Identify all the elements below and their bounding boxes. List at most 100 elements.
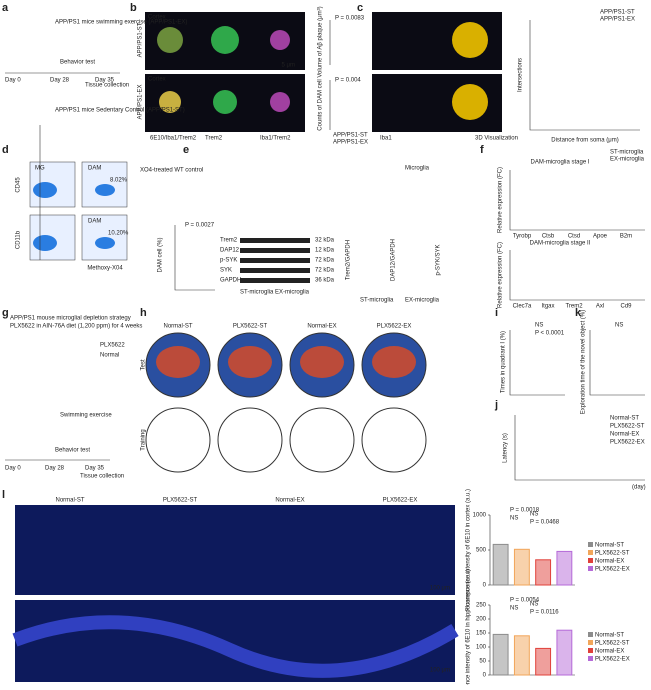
micrograph bbox=[15, 505, 455, 595]
axis bbox=[509, 330, 645, 396]
label: APP/PS1-EX bbox=[138, 84, 144, 119]
blot-band bbox=[240, 278, 310, 283]
label: Training bbox=[141, 429, 147, 450]
label: APP/PS1-EX bbox=[333, 140, 368, 146]
label: Trem2 bbox=[205, 136, 223, 142]
label: Day 28 bbox=[50, 78, 70, 84]
label: P = 0.004 bbox=[335, 78, 361, 84]
label: Intersections bbox=[518, 58, 524, 92]
legend-entry: PLX5622-EX bbox=[595, 657, 630, 663]
label: Trem2/GAPDH bbox=[346, 240, 352, 280]
label: 3D Visualization bbox=[475, 136, 518, 142]
legend-entry: Normal-ST bbox=[595, 633, 624, 639]
label: Volume of Aβ plaque (μm³) bbox=[318, 6, 324, 77]
label: Behavior test bbox=[55, 448, 90, 454]
stain bbox=[270, 30, 290, 50]
bar bbox=[513, 635, 530, 676]
label: (day) bbox=[632, 485, 646, 491]
panel-letter: k bbox=[575, 307, 582, 319]
label: XO4-treated WT control bbox=[140, 168, 203, 174]
label: 72 kDa bbox=[315, 268, 335, 274]
label: ST-microglia bbox=[360, 298, 394, 304]
heat bbox=[300, 346, 344, 378]
label: Iba1/Trem2 bbox=[260, 136, 291, 142]
label: Counts of DAM cell bbox=[318, 79, 324, 130]
y-tick-label: 50 bbox=[479, 659, 486, 665]
label: Methoxy-X04 bbox=[87, 266, 123, 272]
heatmaps bbox=[145, 332, 427, 473]
label: PLX5622-ST bbox=[610, 424, 645, 430]
label: GAPDH bbox=[220, 278, 241, 284]
legend-swatch bbox=[588, 558, 593, 563]
label: 36 kDa bbox=[315, 278, 335, 284]
y-tick-label: 150 bbox=[476, 631, 487, 637]
stain bbox=[213, 90, 237, 114]
label: DAM bbox=[88, 219, 101, 225]
bar bbox=[535, 559, 552, 586]
label: NS bbox=[615, 323, 623, 329]
label: 32 kDa bbox=[315, 238, 335, 244]
label: EX-microglia bbox=[610, 157, 645, 163]
y-tick-label: 0 bbox=[483, 673, 487, 679]
panel-letter: b bbox=[130, 2, 137, 14]
label: DAM cell (%) bbox=[158, 237, 164, 272]
y-axis-label: Fluorescence intensity of 6E10 in hippoc… bbox=[466, 569, 472, 685]
label: 12 kDa bbox=[315, 248, 335, 254]
label: Cortex bbox=[148, 15, 166, 21]
y-axis-label: Fluorescence intensity of 6E10 in cortex… bbox=[466, 489, 472, 611]
plaque bbox=[157, 27, 183, 53]
label: Test bbox=[141, 359, 147, 370]
label: 5 μm bbox=[282, 63, 295, 69]
axis bbox=[529, 20, 640, 131]
y-tick-label: 500 bbox=[476, 548, 487, 554]
panel-letter: e bbox=[183, 144, 189, 156]
panel-letter: j bbox=[494, 399, 498, 411]
label: Trem2 bbox=[220, 238, 238, 244]
label: Relative expression (FC) bbox=[498, 167, 504, 233]
bar bbox=[492, 633, 509, 676]
label: Tissue collection bbox=[85, 83, 129, 89]
panel-letter: l bbox=[2, 489, 5, 501]
label: MG bbox=[35, 166, 45, 172]
annotation: NS bbox=[530, 602, 538, 608]
stain bbox=[211, 26, 239, 54]
label: ST-microglia EX-microglia bbox=[240, 290, 310, 296]
label: Behavior test bbox=[60, 60, 95, 66]
label: Day 35 bbox=[85, 466, 105, 472]
label: Microglia bbox=[405, 166, 430, 172]
label: P = 0.0083 bbox=[335, 16, 365, 22]
heat bbox=[156, 346, 200, 378]
label: APP/PS1 mice swimming exercise (APP/PS1-… bbox=[55, 20, 187, 26]
blot-band bbox=[240, 248, 310, 253]
label: Times in quadrant I (%) bbox=[501, 331, 507, 393]
label: PLX5622 in AIN-76A diet (1,200 ppm) for … bbox=[10, 324, 142, 330]
axis bbox=[509, 170, 645, 301]
label: DAM-microglia stage I bbox=[530, 160, 589, 166]
3d-cell bbox=[452, 22, 488, 58]
panel-letter: f bbox=[480, 144, 484, 156]
annotation: P = 0.0054 bbox=[510, 598, 540, 604]
label: Distance from soma (μm) bbox=[551, 138, 618, 144]
label: Relative expression (FC) bbox=[498, 242, 504, 308]
legend-entry: Normal-ST bbox=[595, 543, 624, 549]
label: Normal bbox=[100, 353, 119, 359]
legend-entry: PLX5622-ST bbox=[595, 641, 630, 647]
label: 6E10/Iba1/Trem2 bbox=[150, 136, 197, 142]
label: 72 kDa bbox=[315, 258, 335, 264]
trace bbox=[217, 407, 283, 473]
blot-band bbox=[240, 238, 310, 243]
trace bbox=[145, 407, 211, 473]
label: APP/PS1-EX bbox=[600, 17, 635, 23]
label: Cortex bbox=[148, 77, 166, 83]
label: p-SYK/SYK bbox=[436, 244, 442, 275]
population bbox=[95, 237, 115, 249]
y-tick-label: 250 bbox=[476, 603, 487, 609]
label: 10.20% bbox=[108, 231, 129, 237]
label: Normal-ST bbox=[163, 324, 192, 330]
label: APP/PS1-ST bbox=[138, 22, 144, 57]
label: DAP12/GAPDH bbox=[391, 239, 397, 281]
label: ST-microglia bbox=[610, 150, 644, 156]
label: Apoe bbox=[593, 234, 608, 240]
label: Tyrobp bbox=[513, 234, 532, 240]
